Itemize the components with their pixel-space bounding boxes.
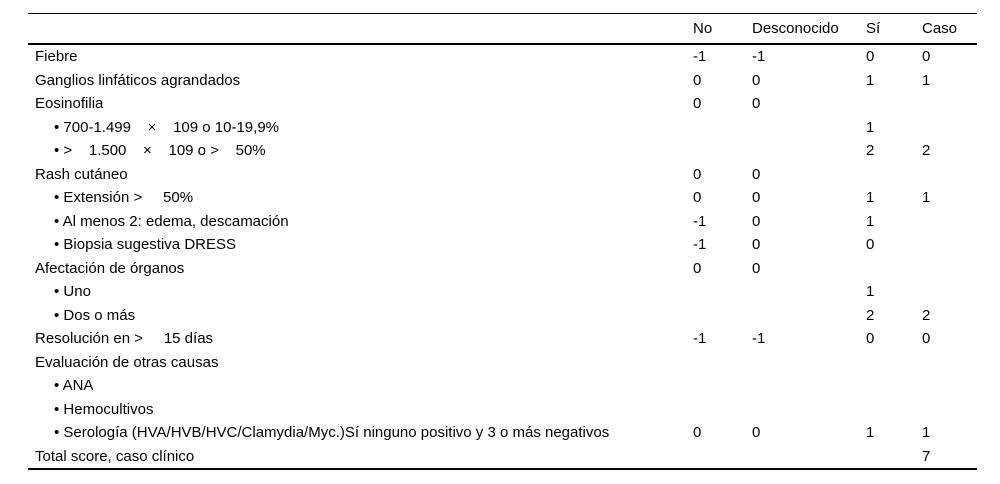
dress-score-table: No Desconocido Sí Caso Fiebre -1 -1 0 0 … [28, 13, 977, 470]
cell-desconocido: 0 [752, 424, 761, 442]
cell-si: 1 [866, 283, 875, 301]
cell-desconocido: 0 [752, 212, 761, 230]
table-row: • Extensión > 50% 0 0 1 1 [28, 186, 977, 210]
header-si: Sí [866, 20, 881, 37]
cell-no: 0 [693, 95, 702, 113]
header-desconocido: Desconocido [752, 20, 839, 37]
cell-caso: 1 [922, 189, 931, 207]
row-label: • Biopsia sugestiva DRESS [54, 236, 236, 254]
cell-desconocido: 0 [752, 259, 761, 277]
cell-caso: 0 [922, 48, 931, 66]
table-row: Evaluación de otras causas [28, 351, 977, 375]
cell-desconocido: 0 [752, 95, 761, 113]
row-label: Ganglios linfáticos agrandados [35, 71, 241, 89]
row-label: Eosinofilia [35, 95, 104, 113]
row-label: Fiebre [35, 48, 78, 66]
cell-desconocido: 0 [752, 71, 761, 89]
table-header-row: No Desconocido Sí Caso [28, 14, 977, 45]
cell-no: 0 [693, 71, 702, 89]
cell-si: 1 [866, 118, 875, 136]
cell-no: 0 [693, 259, 702, 277]
table-row: • 700-1.499 × 109 o 10-19,9% 1 [28, 116, 977, 140]
row-label: • Serología (HVA/HVB/HVC/Clamydia/Myc.)S… [54, 424, 610, 442]
header-caso: Caso [922, 20, 958, 37]
row-label: Rash cutáneo [35, 165, 128, 183]
cell-caso: 2 [922, 142, 931, 160]
row-label: Evaluación de otras causas [35, 353, 219, 371]
table-row: Fiebre -1 -1 0 0 [28, 45, 977, 69]
row-label: • Hemocultivos [54, 400, 154, 418]
table-row: • Serología (HVA/HVB/HVC/Clamydia/Myc.)S… [28, 421, 977, 445]
table-row: Afectación de órganos 0 0 [28, 257, 977, 281]
cell-si: 2 [866, 306, 875, 324]
cell-no: 0 [693, 165, 702, 183]
table-row: Total score, caso clínico 7 [28, 445, 977, 469]
cell-caso: 7 [922, 447, 931, 465]
table-row: • Hemocultivos [28, 398, 977, 422]
cell-caso: 1 [922, 71, 931, 89]
cell-si: 0 [866, 236, 875, 254]
cell-no: -1 [693, 48, 707, 66]
row-label: Resolución en > 15 días [35, 330, 214, 348]
cell-no: -1 [693, 212, 707, 230]
table-row: Ganglios linfáticos agrandados 0 0 1 1 [28, 69, 977, 93]
cell-si: 0 [866, 48, 875, 66]
header-no: No [693, 20, 713, 37]
cell-no: -1 [693, 236, 707, 254]
table-row: Rash cutáneo 0 0 [28, 163, 977, 187]
cell-desconocido: -1 [752, 330, 766, 348]
cell-no: 0 [693, 424, 702, 442]
cell-si: 1 [866, 71, 875, 89]
row-label: • > 1.500 × 109 o > 50% [54, 142, 266, 160]
cell-desconocido: 0 [752, 236, 761, 254]
row-label: • ANA [54, 377, 94, 395]
cell-no: -1 [693, 330, 707, 348]
cell-caso: 1 [922, 424, 931, 442]
cell-desconocido: -1 [752, 48, 766, 66]
cell-si: 1 [866, 424, 875, 442]
row-label: • Uno [54, 283, 91, 301]
cell-si: 1 [866, 212, 875, 230]
table-row: • Dos o más 2 2 [28, 304, 977, 328]
cell-desconocido: 0 [752, 189, 761, 207]
row-label: Afectación de órganos [35, 259, 185, 277]
table-row: • Biopsia sugestiva DRESS -1 0 0 [28, 233, 977, 257]
row-label: • Extensión > 50% [54, 189, 194, 207]
cell-si: 2 [866, 142, 875, 160]
cell-si: 1 [866, 189, 875, 207]
row-label: Total score, caso clínico [35, 447, 195, 465]
table-row: • Uno 1 [28, 280, 977, 304]
cell-no: 0 [693, 189, 702, 207]
table-row: Resolución en > 15 días -1 -1 0 0 [28, 327, 977, 351]
cell-caso: 0 [922, 330, 931, 348]
table-row: • > 1.500 × 109 o > 50% 2 2 [28, 139, 977, 163]
row-label: • Dos o más [54, 306, 136, 324]
table-row: • Al menos 2: edema, descamación -1 0 1 [28, 210, 977, 234]
row-label: • Al menos 2: edema, descamación [54, 212, 289, 230]
table-body: Fiebre -1 -1 0 0 Ganglios linfáticos agr… [28, 45, 977, 470]
table-row: • ANA [28, 374, 977, 398]
table-row: Eosinofilia 0 0 [28, 92, 977, 116]
cell-si: 0 [866, 330, 875, 348]
cell-desconocido: 0 [752, 165, 761, 183]
cell-caso: 2 [922, 306, 931, 324]
row-label: • 700-1.499 × 109 o 10-19,9% [54, 118, 279, 136]
